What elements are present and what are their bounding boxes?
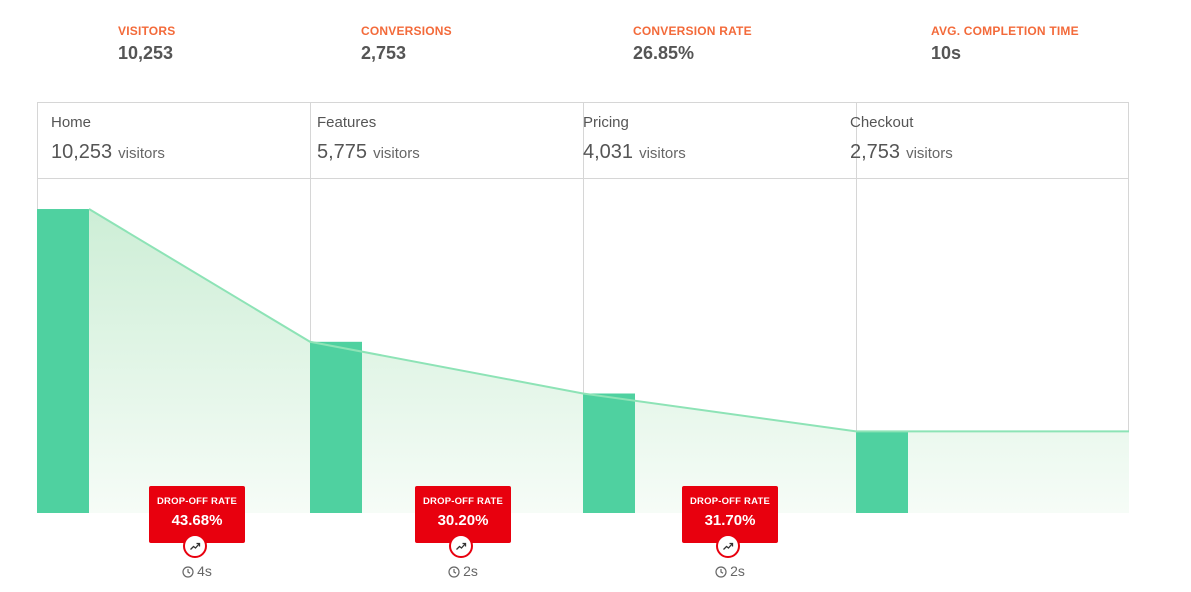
- drop-off-badge: DROP-OFF RATE 43.68%: [149, 486, 245, 558]
- funnel-line: [88, 208, 1129, 433]
- step-header-features: Features 5,775 visitors: [317, 114, 420, 164]
- step-header-home: Home 10,253 visitors: [51, 114, 165, 164]
- clock-icon: [715, 566, 727, 578]
- step-unit: visitors: [639, 145, 686, 162]
- stat-value: 10,253: [118, 43, 174, 63]
- stat-avg-completion-time: AVG. COMPLETION TIME 10s: [931, 24, 1079, 64]
- step-value-label: 2,753: [850, 141, 901, 163]
- drop-off-badge: DROP-OFF RATE 30.20%: [415, 486, 511, 558]
- clock-icon: [182, 566, 194, 578]
- step-time-value: 4s: [197, 563, 212, 579]
- drop-off-value: 31.70%: [704, 512, 756, 529]
- clock-icon: [448, 566, 460, 578]
- step-value-label: 4,031: [583, 141, 634, 163]
- step-unit: visitors: [906, 145, 953, 162]
- stat-label: AVG. COMPLETION TIME: [931, 24, 1079, 38]
- step-name: Features: [317, 114, 377, 131]
- trend-icon[interactable]: [716, 534, 740, 558]
- step-unit: visitors: [373, 145, 420, 162]
- funnel-bar: [37, 209, 89, 514]
- step-name: Home: [51, 114, 92, 131]
- drop-off-value: 30.20%: [437, 512, 489, 529]
- step-time-value: 2s: [463, 563, 478, 579]
- drop-off-label: DROP-OFF RATE: [689, 496, 770, 507]
- funnel-bar: [583, 393, 635, 513]
- step-name: Pricing: [583, 114, 629, 131]
- stat-conversion-rate: CONVERSION RATE 26.85%: [633, 24, 752, 64]
- funnel-bar: [856, 431, 908, 513]
- drop-off-value: 43.68%: [171, 512, 223, 529]
- funnel-bar: [310, 341, 362, 513]
- step-count: 10,253 visitors: [51, 141, 165, 164]
- trend-icon[interactable]: [183, 534, 207, 558]
- drop-off-label: DROP-OFF RATE: [156, 496, 237, 507]
- drop-off-label: DROP-OFF RATE: [422, 496, 503, 507]
- drop-off-badge: DROP-OFF RATE 31.70%: [682, 486, 778, 558]
- step-unit: visitors: [118, 145, 165, 162]
- step-time: 2s: [415, 563, 511, 579]
- stat-label: VISITORS: [118, 24, 176, 38]
- step-name: Checkout: [850, 114, 914, 131]
- step-count: 2,753 visitors: [850, 141, 953, 164]
- step-time-value: 2s: [730, 563, 745, 579]
- step-value-label: 5,775: [317, 141, 368, 163]
- step-time: 2s: [682, 563, 778, 579]
- trend-icon[interactable]: [449, 534, 473, 558]
- stat-visitors: VISITORS 10,253: [118, 24, 175, 64]
- stat-value: 2,753: [361, 43, 407, 63]
- step-value-label: 10,253: [51, 141, 113, 163]
- stat-conversions: CONVERSIONS 2,753: [361, 24, 452, 64]
- stat-value: 10s: [931, 43, 962, 63]
- step-count: 5,775 visitors: [317, 141, 420, 164]
- step-count: 4,031 visitors: [583, 141, 686, 164]
- stat-value: 26.85%: [633, 43, 695, 63]
- stat-label: CONVERSION RATE: [633, 24, 752, 38]
- step-header-checkout: Checkout 2,753 visitors: [850, 114, 953, 164]
- stat-label: CONVERSIONS: [361, 24, 452, 38]
- step-header-pricing: Pricing 4,031 visitors: [583, 114, 686, 164]
- step-time: 4s: [149, 563, 245, 579]
